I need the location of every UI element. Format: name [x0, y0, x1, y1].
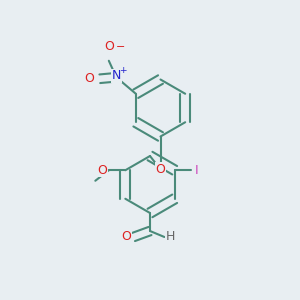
Text: O: O — [104, 40, 114, 53]
Text: O: O — [84, 72, 94, 85]
Text: I: I — [195, 164, 198, 177]
Text: O: O — [156, 163, 165, 176]
Text: N: N — [112, 69, 121, 82]
Text: −: − — [116, 42, 125, 52]
Text: +: + — [119, 66, 127, 75]
Text: O: O — [98, 164, 107, 177]
Text: H: H — [166, 230, 175, 244]
Text: O: O — [121, 230, 131, 244]
